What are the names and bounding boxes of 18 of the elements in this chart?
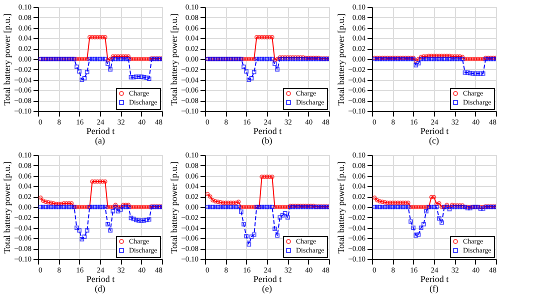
text: (c) [429, 136, 439, 146]
x-axis-title: Period t [86, 274, 116, 284]
text: (d) [94, 284, 106, 294]
y-axis-title: Total battery power [p.u.] [2, 13, 12, 106]
y-axis-title: Total battery power [p.u.] [336, 13, 346, 106]
y-axis-title: Total battery power [p.u.] [169, 161, 180, 254]
x-axis-title: Period t [253, 126, 282, 136]
text: (f) [430, 284, 438, 294]
text: (a) [95, 136, 105, 146]
x-axis-title: Period t [253, 274, 282, 284]
x-axis-title: Period t [420, 274, 450, 284]
x-axis-title: Period t [86, 126, 116, 136]
y-axis-title: Total battery power [p.u.] [2, 161, 12, 254]
text: (b) [262, 136, 272, 146]
y-axis-title: Total battery power [p.u.] [169, 13, 180, 106]
y-axis-title: Total battery power [p.u.] [336, 161, 346, 254]
x-axis-title: Period t [420, 126, 450, 136]
text: (e) [262, 284, 272, 294]
